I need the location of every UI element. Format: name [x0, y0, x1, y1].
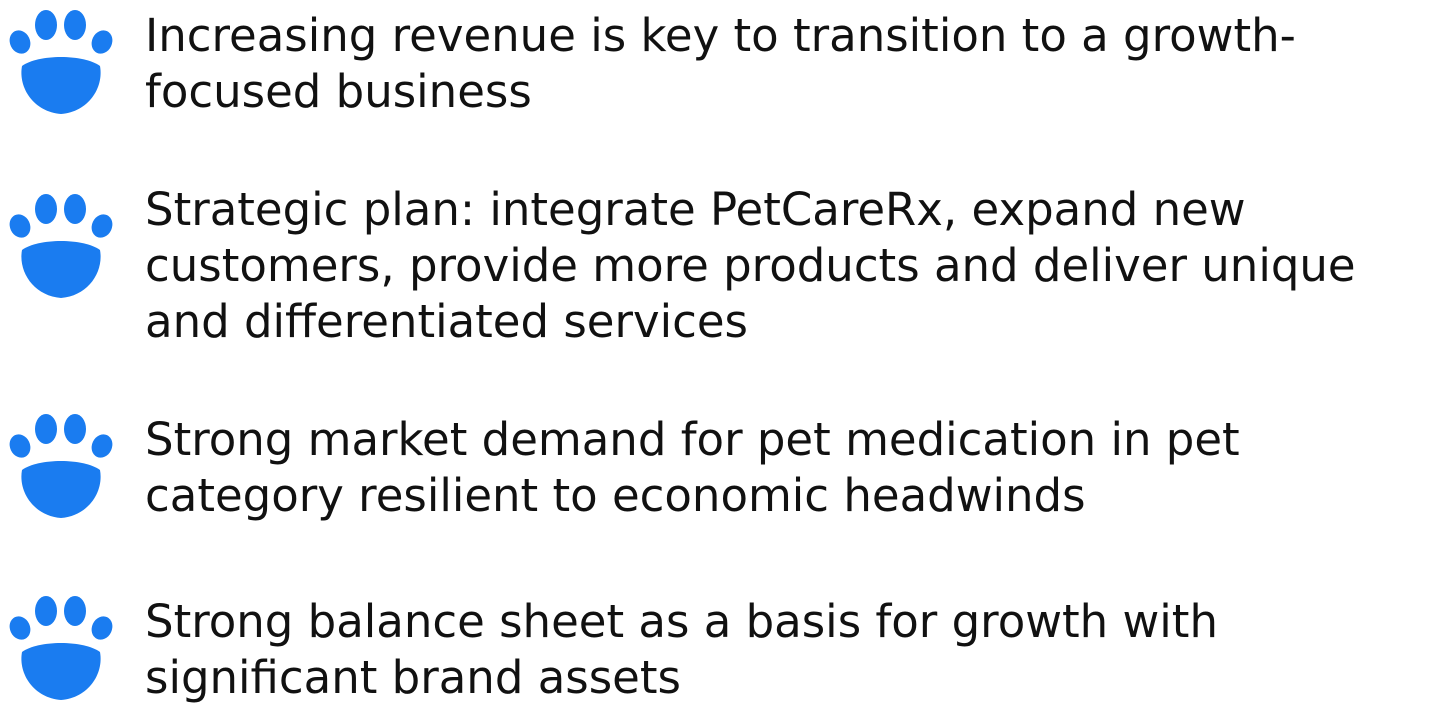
- bullet-text: Increasing revenue is key to transition …: [145, 9, 1296, 118]
- paw-icon: [9, 596, 113, 700]
- paw-icon: [9, 10, 113, 114]
- bullet-text: Strong balance sheet as a basis for grow…: [145, 595, 1218, 704]
- paw-icon: [9, 194, 113, 298]
- paw-icon: [9, 414, 113, 518]
- bullet-text: Strategic plan: integrate PetCareRx, exp…: [145, 183, 1356, 348]
- bullet-text: Strong market demand for pet medication …: [145, 413, 1240, 522]
